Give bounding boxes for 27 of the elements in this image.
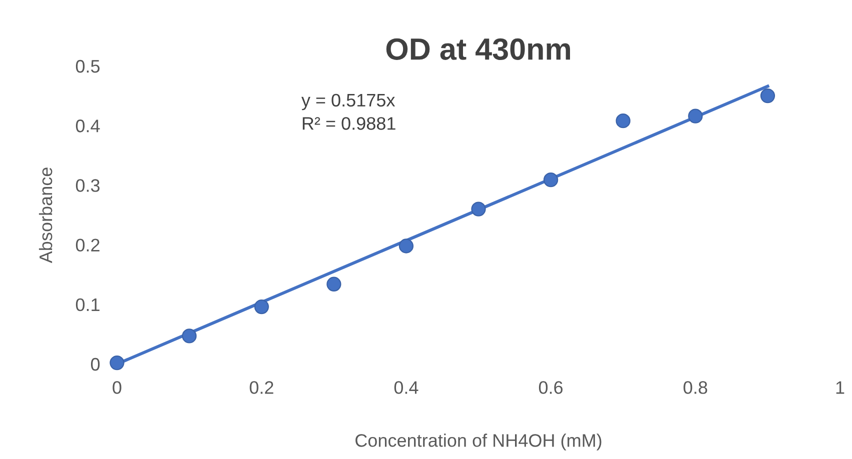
x-tick-label: 0.4 — [394, 381, 418, 394]
x-tick-label: 0.8 — [684, 381, 708, 394]
point — [398, 238, 414, 254]
point — [616, 114, 630, 128]
point — [688, 108, 703, 124]
x-tick-label: 1 — [836, 381, 844, 394]
point — [110, 355, 124, 370]
y-tick-label: 0.1 — [76, 298, 100, 312]
point — [471, 202, 486, 216]
annotation: R² = 0.9881 — [302, 117, 396, 130]
y-tick-label: 0.2 — [76, 238, 100, 252]
x-tick-label: 0.6 — [538, 381, 563, 394]
y-tick-label: 0.4 — [76, 120, 100, 132]
x-tick-label: 0 — [112, 381, 122, 394]
chart-title: OD at 430nm — [386, 38, 570, 60]
point — [326, 276, 342, 292]
point — [254, 299, 269, 314]
y-tick-label: 0.5 — [76, 60, 100, 73]
annotation: y = 0.5175x — [301, 94, 396, 110]
x-axis-title: Concentration of NH4OH (mM) — [356, 434, 602, 450]
y-axis-title: Absorbance — [38, 168, 52, 264]
point — [760, 88, 776, 104]
x-tick-label: 0.2 — [250, 381, 274, 394]
point — [182, 328, 197, 344]
point — [543, 172, 558, 188]
y-tick-label: 0 — [91, 358, 100, 371]
y-tick-label: 0.3 — [76, 179, 100, 192]
